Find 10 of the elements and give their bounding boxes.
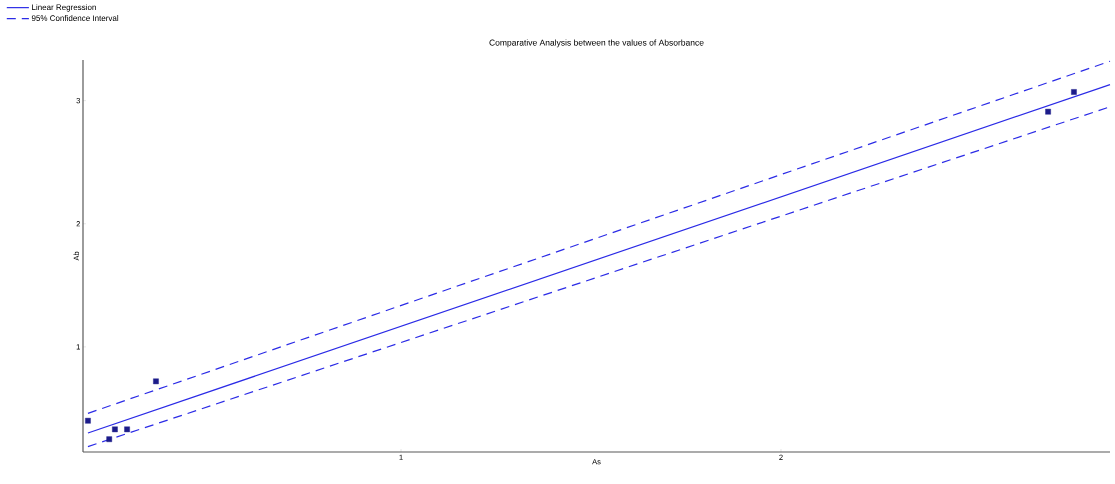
point xyxy=(112,426,118,433)
point xyxy=(1045,108,1051,115)
point xyxy=(85,417,91,424)
point xyxy=(153,378,159,385)
legend-label: Linear Regression xyxy=(32,4,96,12)
point xyxy=(124,426,130,433)
chart-title: Comparative Analysis between the values of Absorbance xyxy=(489,39,704,48)
point xyxy=(106,436,113,442)
legend-label: 95% Confidence Interval xyxy=(31,15,119,21)
point xyxy=(1071,89,1077,95)
